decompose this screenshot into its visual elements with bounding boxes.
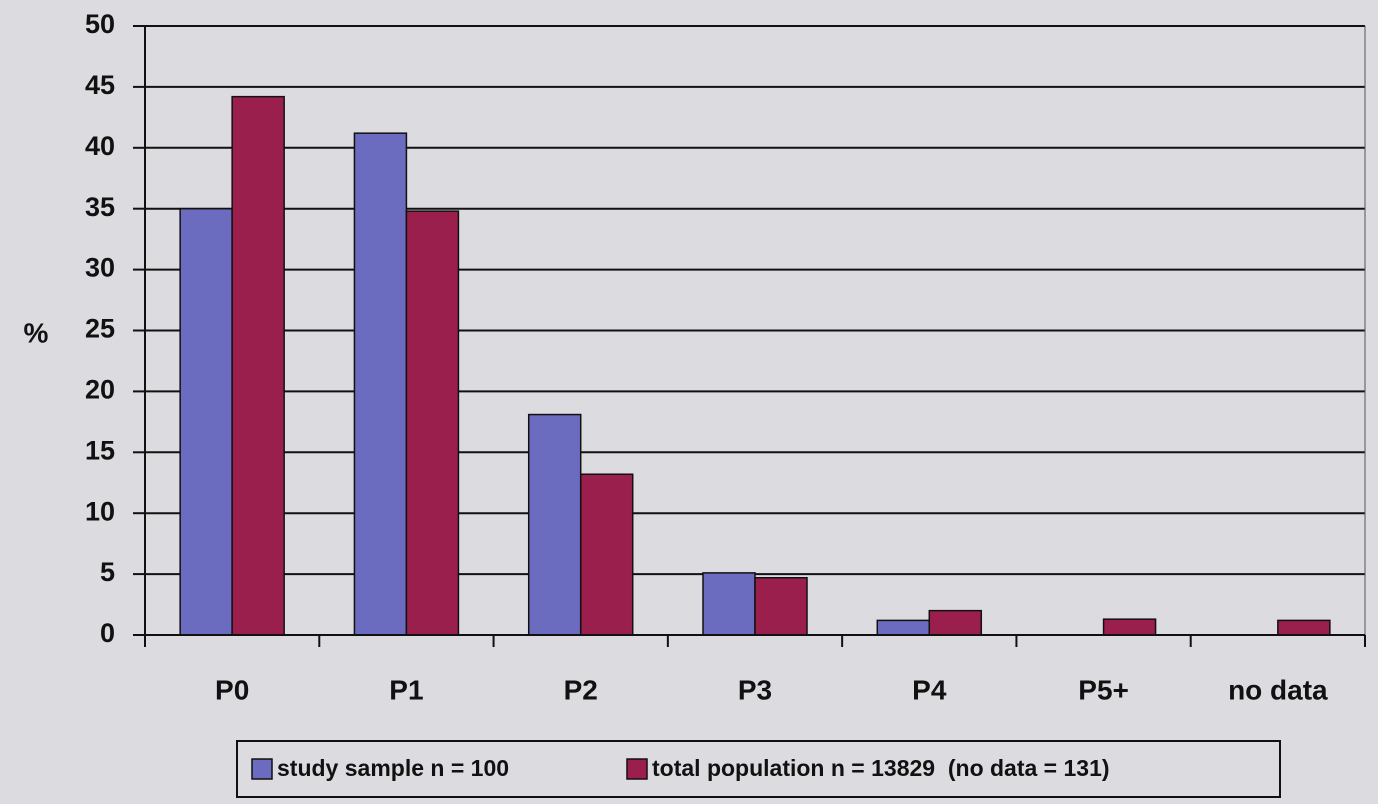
x-tick-label: P2 xyxy=(564,674,598,705)
x-tick-label: P3 xyxy=(738,674,772,705)
y-tick-label: 35 xyxy=(85,192,115,222)
legend-box xyxy=(236,740,1281,798)
y-axis-label: % xyxy=(24,317,49,348)
y-tick-label: 20 xyxy=(85,375,115,405)
y-tick-label: 30 xyxy=(85,253,115,283)
x-tick-label: P1 xyxy=(389,674,423,705)
y-tick-label: 5 xyxy=(100,557,115,587)
bar xyxy=(353,132,408,636)
bar xyxy=(754,577,808,636)
bar xyxy=(179,207,233,636)
x-tick-label: P4 xyxy=(912,674,947,705)
bar xyxy=(405,210,460,636)
bar xyxy=(928,609,983,636)
legend-label: total population n = 13829 (no data = 13… xyxy=(652,755,1110,781)
legend-label: study sample n = 100 xyxy=(277,755,509,781)
y-tick-label: 10 xyxy=(85,496,115,526)
legend-swatch xyxy=(251,758,273,780)
bar xyxy=(231,95,285,636)
bar xyxy=(702,572,756,636)
y-tick-label: 40 xyxy=(85,131,115,161)
bar xyxy=(1277,619,1331,636)
y-tick-label: 45 xyxy=(85,70,115,100)
y-tick-label: 50 xyxy=(85,9,115,39)
x-tick-label: P0 xyxy=(215,674,249,705)
bar xyxy=(876,619,931,636)
y-tick-label: 15 xyxy=(85,435,115,465)
y-tick-label: 0 xyxy=(100,618,115,648)
legend-swatch xyxy=(626,758,648,780)
x-tick-label: no data xyxy=(1228,674,1328,705)
bar xyxy=(579,473,634,636)
bar xyxy=(527,413,582,636)
y-tick-label: 25 xyxy=(85,314,115,344)
x-tick-label: P5+ xyxy=(1078,674,1129,705)
bar xyxy=(1102,618,1157,636)
